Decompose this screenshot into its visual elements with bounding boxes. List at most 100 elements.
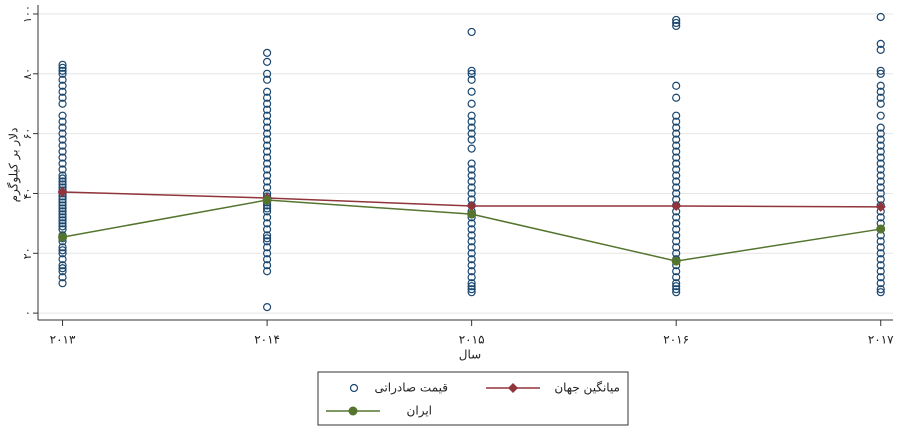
y-tick-label: ۱۰۰ <box>21 5 34 23</box>
scatter-point <box>672 21 681 31</box>
legend-label: میانگین جهان <box>554 381 620 396</box>
scatter-point <box>58 81 67 90</box>
y-tick-label: ۲۰ <box>21 247 34 259</box>
scatter-point <box>876 153 885 162</box>
scatter-point <box>672 141 681 150</box>
scatter-point <box>58 177 67 186</box>
scatter-point <box>467 177 476 186</box>
scatter-point <box>467 279 476 288</box>
scatter-point <box>58 267 67 276</box>
scatter-point <box>58 141 67 150</box>
scatter-point <box>672 219 681 228</box>
scatter-point <box>262 255 272 264</box>
legend-label: ایران <box>407 404 432 419</box>
scatter-point <box>876 12 885 22</box>
scatter-point <box>876 69 885 78</box>
scatter-point <box>672 237 681 246</box>
scatter-point <box>58 201 67 210</box>
scatter-point <box>876 141 885 150</box>
scatter-point <box>672 93 681 102</box>
scatter-point <box>262 267 272 276</box>
x-tick-label: ۲۰۱۵ <box>459 333 485 347</box>
scatter-point <box>262 141 272 150</box>
scatter-point <box>876 39 885 48</box>
scatter-point <box>672 18 681 28</box>
scatter-point <box>876 171 885 180</box>
scatter-point <box>467 273 476 282</box>
scatter-point <box>672 153 681 162</box>
scatter-point <box>262 111 272 120</box>
scatter-point <box>58 171 67 180</box>
scatter-point <box>262 129 272 138</box>
scatter-point <box>467 99 476 108</box>
point-marker <box>671 256 681 266</box>
scatter-point <box>672 171 681 180</box>
scatter-point <box>467 171 476 180</box>
scatter-point <box>467 69 476 78</box>
scatter-point <box>467 225 476 234</box>
scatter-point <box>58 63 67 72</box>
point-marker <box>262 195 272 205</box>
scatter-point <box>876 288 885 297</box>
scatter-point <box>262 303 272 312</box>
scatter-point <box>672 123 681 132</box>
scatter-point <box>467 231 476 240</box>
scatter-point <box>876 93 885 102</box>
scatter-point <box>58 93 67 102</box>
scatter-point <box>58 249 67 258</box>
legend-box <box>317 371 629 426</box>
legend-marker <box>508 383 518 393</box>
scatter-point <box>876 81 885 90</box>
scatter-point <box>672 177 681 186</box>
scatter-point <box>58 222 67 231</box>
scatter-point <box>467 117 476 126</box>
scatter-point <box>58 174 67 183</box>
scatter-point <box>467 285 476 294</box>
scatter-point <box>876 66 885 75</box>
scatter-point <box>262 213 272 222</box>
scatter-point <box>876 129 885 138</box>
scatter-point <box>467 288 476 297</box>
scatter-point <box>672 288 681 297</box>
x-tick-label: ۲۰۱۳ <box>50 333 76 347</box>
scatter-point <box>58 264 67 273</box>
x-tick-label: ۲۰۱۴ <box>254 333 280 347</box>
scatter-point <box>876 165 885 174</box>
scatter-point <box>262 249 272 258</box>
point-marker <box>876 224 886 234</box>
scatter-point <box>876 249 885 258</box>
scatter-point <box>262 135 272 144</box>
scatter-point <box>58 261 67 270</box>
point-marker <box>58 232 68 242</box>
scatter-point <box>58 159 67 168</box>
point-marker <box>466 201 477 212</box>
x-axis-title: سال <box>459 348 481 362</box>
scatter-point <box>262 171 272 180</box>
legend-symbol <box>349 383 359 393</box>
scatter-point <box>467 75 476 84</box>
scatter-point <box>58 243 67 252</box>
scatter-point <box>58 279 67 288</box>
scatter-point <box>58 255 67 264</box>
scatter-point <box>467 243 476 252</box>
scatter-point <box>467 261 476 270</box>
scatter-point <box>467 111 476 120</box>
scatter-point <box>672 279 681 288</box>
scatter-point <box>876 273 885 282</box>
scatter-point <box>467 255 476 264</box>
y-tick-label: ۰ <box>21 310 34 316</box>
scatter-point <box>672 129 681 138</box>
scatter-point <box>672 15 681 25</box>
scatter-point <box>467 123 476 132</box>
scatter-point <box>262 177 272 186</box>
scatter-point <box>262 123 272 132</box>
scatter-point <box>672 147 681 156</box>
scatter-point <box>672 267 681 276</box>
scatter-point <box>58 210 67 219</box>
scatter-point <box>672 117 681 126</box>
scatter-point <box>262 57 272 66</box>
scatter-point <box>672 81 681 90</box>
y-tick-label: ۸۰ <box>21 68 34 80</box>
scatter-point <box>876 243 885 252</box>
